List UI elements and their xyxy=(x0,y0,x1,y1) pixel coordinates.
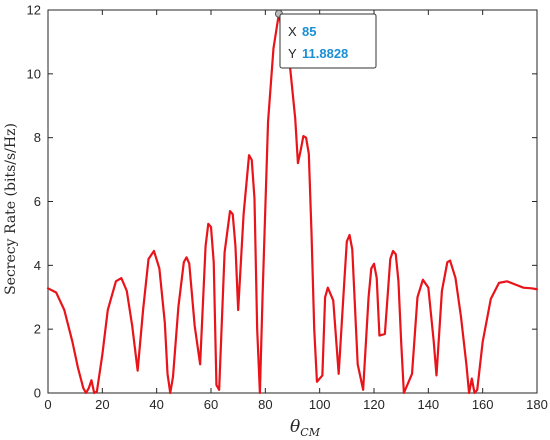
y-tick-label: 10 xyxy=(27,66,41,81)
datatip-box[interactable] xyxy=(279,13,377,69)
series-line xyxy=(46,12,539,395)
y-tick-label: 0 xyxy=(34,386,41,401)
x-tick-label: 20 xyxy=(95,397,109,412)
x-tick-labels: 0 20 40 60 80 100 120 140 160 180 xyxy=(44,397,547,412)
datatip-x-label: X xyxy=(288,24,297,39)
x-tick-label: 60 xyxy=(204,397,218,412)
x-axis-label-sub: CM xyxy=(300,426,320,439)
datatip-y-label: Y xyxy=(288,46,297,61)
tick-marks xyxy=(47,9,538,394)
y-tick-label: 8 xyxy=(34,130,41,145)
x-tick-label: 180 xyxy=(526,397,548,412)
x-tick-label: 80 xyxy=(258,397,272,412)
y-tick-label: 12 xyxy=(27,3,41,18)
datatip-x-value: 85 xyxy=(302,24,316,39)
y-tick-label: 4 xyxy=(34,258,41,273)
x-tick-label: 40 xyxy=(149,397,163,412)
x-tick-label: 140 xyxy=(417,397,439,412)
x-tick-label: 120 xyxy=(363,397,385,412)
y-axis-label: Secrecy Rate (bits/s/Hz) xyxy=(3,123,19,295)
y-tick-labels: 0 2 4 6 8 10 12 xyxy=(27,3,41,401)
x-axis-label: θCM xyxy=(290,417,321,439)
x-axis-label-main: θ xyxy=(290,417,300,437)
x-tick-label: 160 xyxy=(472,397,494,412)
x-tick-label: 100 xyxy=(309,397,331,412)
datatip-y-value: 11.8828 xyxy=(302,46,348,61)
x-tick-label: 0 xyxy=(44,397,51,412)
y-tick-label: 2 xyxy=(34,322,41,337)
series xyxy=(46,12,539,395)
datatip[interactable]: X 85 Y 11.8828 xyxy=(274,9,377,69)
y-tick-label: 6 xyxy=(34,194,41,209)
